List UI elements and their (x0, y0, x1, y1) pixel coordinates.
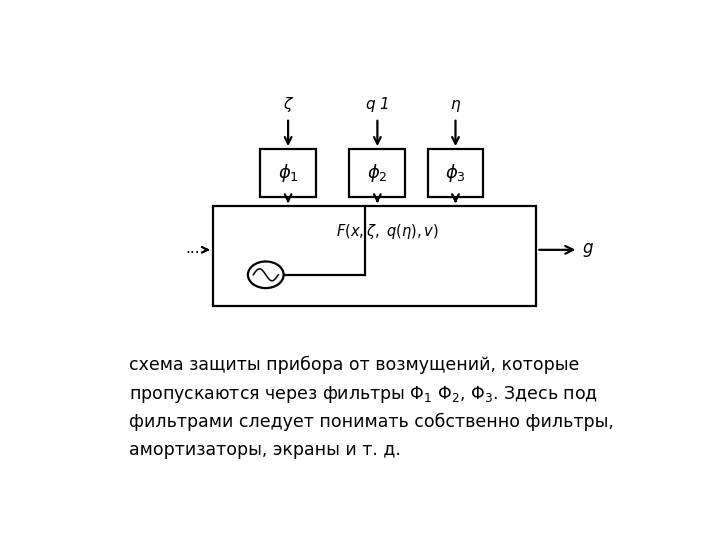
Text: $\phi_1$: $\phi_1$ (278, 162, 299, 184)
Text: фильтрами следует понимать собственно фильтры,: фильтрами следует понимать собственно фи… (129, 413, 614, 430)
Circle shape (248, 261, 284, 288)
Text: $\eta$: $\eta$ (450, 98, 461, 113)
Text: схема защиты прибора от возмущений, которые: схема защиты прибора от возмущений, кото… (129, 356, 580, 374)
Bar (213, 206, 536, 306)
Text: $\phi_3$: $\phi_3$ (445, 162, 466, 184)
Text: $q$ 1: $q$ 1 (366, 94, 390, 113)
Text: амортизаторы, экраны и т. д.: амортизаторы, экраны и т. д. (129, 441, 401, 458)
Text: ...: ... (186, 241, 200, 256)
Bar (260, 149, 316, 197)
Bar (349, 149, 405, 197)
Text: пропускаются через фильтры $\Phi_1$ $\Phi_2$, $\Phi_3$. Здесь под: пропускаются через фильтры $\Phi_1$ $\Ph… (129, 384, 598, 405)
Text: $\phi_2$: $\phi_2$ (367, 162, 387, 184)
Text: $g$: $g$ (582, 241, 594, 259)
Bar (428, 149, 483, 197)
Text: $\zeta$: $\zeta$ (282, 94, 294, 113)
Text: $F(x, \zeta,\ q(\eta), v)$: $F(x, \zeta,\ q(\eta), v)$ (336, 221, 438, 241)
